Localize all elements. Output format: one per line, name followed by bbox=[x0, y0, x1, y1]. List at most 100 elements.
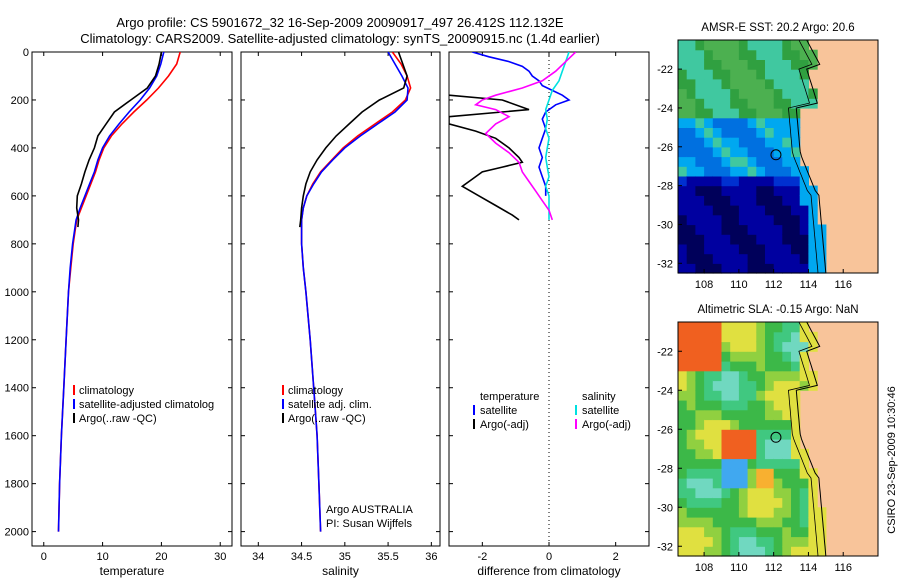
grid-cell bbox=[738, 448, 749, 460]
grid-cell bbox=[765, 117, 775, 128]
grid-cell bbox=[695, 195, 705, 206]
grid-cell bbox=[704, 59, 714, 70]
grid-cell bbox=[730, 546, 740, 557]
grid-cell bbox=[738, 439, 749, 450]
grid-cell bbox=[747, 517, 757, 528]
grid-cell bbox=[773, 78, 783, 90]
grid-cell bbox=[721, 224, 731, 235]
grid-cell bbox=[678, 156, 688, 167]
grid-cell bbox=[678, 98, 688, 109]
grid-cell bbox=[721, 419, 731, 430]
grid-cell bbox=[712, 419, 723, 430]
grid-cell bbox=[730, 98, 740, 109]
argo-float-marker bbox=[770, 431, 782, 443]
grid-cell bbox=[765, 253, 775, 264]
grid-cell bbox=[686, 478, 696, 489]
grid-cell bbox=[747, 331, 757, 343]
grid-cell bbox=[704, 487, 714, 499]
grid-cell bbox=[678, 400, 688, 411]
y-tick-label: -26 bbox=[657, 142, 673, 154]
grid-cell bbox=[765, 166, 775, 177]
grid-cell bbox=[695, 419, 705, 430]
grid-cell bbox=[756, 156, 766, 167]
grid-cell bbox=[738, 341, 749, 352]
grid-cell bbox=[695, 487, 705, 499]
grid-cell bbox=[799, 195, 809, 206]
grid-cell bbox=[686, 253, 696, 264]
y-tick-label: -28 bbox=[657, 181, 673, 193]
grid-cell bbox=[817, 263, 827, 274]
grid-cell bbox=[712, 49, 723, 60]
grid-cell bbox=[791, 468, 801, 479]
grid-cell bbox=[765, 361, 775, 372]
grid-cell bbox=[704, 448, 714, 460]
grid-cell bbox=[782, 117, 792, 128]
grid-cell bbox=[799, 507, 809, 518]
grid-cell bbox=[686, 195, 696, 206]
grid-cell bbox=[756, 69, 766, 80]
grid-cell bbox=[765, 127, 775, 138]
grid-cell bbox=[782, 517, 792, 528]
grid-cell bbox=[782, 439, 792, 450]
grid-cell bbox=[721, 195, 731, 206]
grid-cell bbox=[721, 458, 731, 469]
grid-cell bbox=[730, 137, 740, 148]
grid-cell bbox=[756, 40, 766, 51]
grid-cell bbox=[756, 185, 766, 196]
grid-cell bbox=[799, 361, 809, 372]
grid-cell bbox=[704, 243, 714, 255]
grid-cell bbox=[695, 146, 705, 158]
grid-cell bbox=[738, 419, 749, 430]
panel-annotation: PI: Susan Wijffels bbox=[326, 518, 412, 530]
grid-cell bbox=[756, 419, 766, 430]
x-tick-label: -2 bbox=[477, 551, 487, 563]
grid-cell bbox=[704, 137, 714, 148]
y-tick-label: 1400 bbox=[5, 383, 29, 395]
grid-cell bbox=[756, 361, 766, 372]
grid-cell bbox=[791, 49, 801, 60]
grid-cell bbox=[756, 448, 766, 460]
grid-cell bbox=[756, 88, 766, 99]
grid-cell bbox=[791, 341, 801, 352]
grid-cell bbox=[695, 546, 705, 557]
grid-cell bbox=[773, 400, 783, 411]
grid-cell bbox=[791, 429, 801, 440]
grid-cell bbox=[747, 166, 757, 177]
grid-cell bbox=[712, 263, 723, 274]
grid-cell bbox=[738, 127, 749, 138]
grid-cell bbox=[747, 263, 757, 274]
grid-cell bbox=[756, 380, 766, 391]
series-line bbox=[449, 94, 530, 221]
grid-cell bbox=[765, 78, 775, 90]
grid-cell bbox=[799, 478, 809, 489]
grid-cell bbox=[695, 224, 705, 235]
grid-cell bbox=[730, 243, 740, 255]
y-tick-label: 2000 bbox=[5, 527, 29, 539]
legend-label: satellite-adjusted climatolog bbox=[79, 399, 214, 411]
grid-cell bbox=[730, 59, 740, 70]
grid-cell bbox=[695, 117, 705, 128]
grid-cell bbox=[686, 546, 696, 557]
grid-cell bbox=[721, 517, 731, 528]
grid-cell bbox=[773, 166, 783, 177]
grid-cell bbox=[799, 370, 809, 382]
map-frame bbox=[677, 321, 879, 557]
grid-cell bbox=[756, 331, 766, 343]
grid-cell bbox=[773, 419, 783, 430]
grid-cell bbox=[695, 536, 705, 547]
grid-cell bbox=[686, 243, 696, 255]
grid-cell bbox=[686, 88, 696, 99]
grid-cell bbox=[765, 49, 775, 60]
grid-cell bbox=[712, 127, 723, 138]
grid-cell bbox=[747, 156, 757, 167]
x-tick-label: 114 bbox=[800, 279, 818, 291]
grid-cell bbox=[791, 166, 801, 177]
grid-cell bbox=[747, 419, 757, 430]
grid-cell bbox=[712, 322, 723, 333]
x-axis-label: difference from climatology bbox=[477, 564, 620, 578]
grid-cell bbox=[791, 175, 801, 187]
grid-cell bbox=[695, 370, 705, 382]
grid-cell bbox=[686, 175, 696, 187]
grid-cell bbox=[695, 78, 705, 90]
grid-cell bbox=[712, 195, 723, 206]
